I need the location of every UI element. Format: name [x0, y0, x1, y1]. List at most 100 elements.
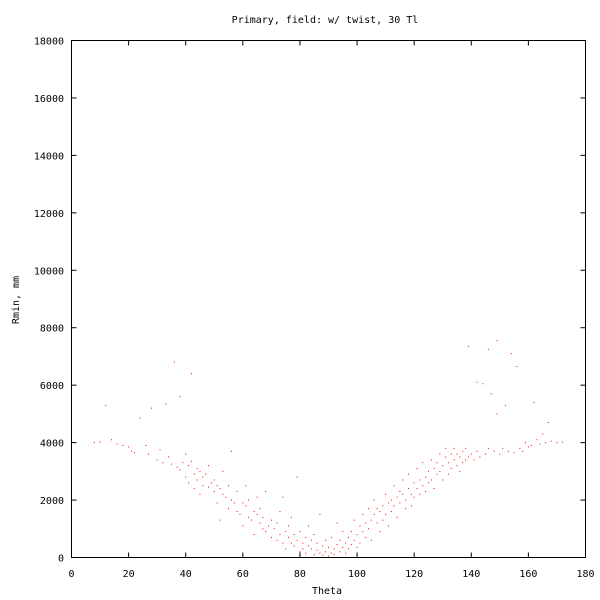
data-point [336, 544, 338, 546]
data-point [345, 542, 347, 544]
data-point [225, 496, 227, 498]
data-point [430, 479, 432, 481]
data-point [445, 456, 447, 458]
data-point [296, 476, 298, 478]
data-point [159, 449, 161, 451]
data-point [239, 513, 241, 515]
data-point [450, 453, 452, 455]
data-point [545, 442, 547, 444]
plot-frame [71, 40, 586, 558]
data-point [216, 485, 218, 487]
data-point [325, 539, 327, 541]
data-point [188, 482, 190, 484]
data-point [288, 536, 290, 538]
data-point [270, 536, 272, 538]
data-point [299, 551, 301, 553]
data-point [519, 447, 521, 449]
data-point [550, 440, 552, 442]
data-point [208, 465, 210, 467]
y-tick-label: 16000 [34, 94, 64, 105]
data-point [387, 502, 389, 504]
data-point [465, 459, 467, 461]
chart-title: Primary, field: w/ twist, 30 Tl [232, 15, 419, 26]
data-point [193, 473, 195, 475]
data-point [367, 508, 369, 510]
data-point [179, 469, 181, 471]
data-point [456, 465, 458, 467]
data-point [339, 539, 341, 541]
data-point [148, 453, 150, 455]
data-point [228, 485, 230, 487]
data-point [328, 555, 329, 557]
x-tick-label: 100 [348, 569, 366, 580]
data-point [285, 531, 287, 533]
data-point [496, 340, 498, 342]
data-point [456, 453, 458, 455]
data-point [407, 473, 409, 475]
data-point [282, 542, 284, 544]
data-point [122, 444, 124, 446]
data-point [487, 348, 489, 350]
data-point [462, 462, 464, 464]
data-point [393, 485, 395, 487]
data-point [533, 401, 535, 403]
data-point [399, 502, 401, 504]
data-point [233, 502, 235, 504]
y-tick-label: 6000 [40, 381, 64, 392]
data-point [516, 366, 518, 367]
data-point [467, 345, 469, 347]
data-point [93, 442, 95, 444]
data-point [402, 479, 404, 481]
data-point [185, 476, 187, 478]
y-tick-label: 14000 [34, 151, 64, 162]
data-point [547, 422, 549, 424]
data-point [453, 459, 455, 461]
data-point [465, 447, 467, 449]
data-point [419, 479, 421, 481]
data-point [228, 508, 230, 510]
data-point [190, 460, 192, 462]
data-point [362, 531, 364, 533]
x-tick-label: 160 [519, 569, 537, 580]
x-tick-label: 140 [462, 569, 480, 580]
data-point [262, 528, 264, 530]
data-point [193, 488, 195, 490]
data-point [313, 554, 315, 556]
data-point [473, 459, 475, 461]
y-tick-label: 4000 [40, 439, 64, 450]
data-point [230, 499, 232, 501]
data-point [325, 551, 327, 553]
data-point [393, 505, 395, 507]
data-point [362, 513, 364, 515]
data-point [176, 466, 178, 468]
data-point [248, 499, 250, 501]
data-point [213, 479, 215, 481]
data-point [359, 525, 361, 527]
data-point [373, 499, 375, 501]
data-point [342, 531, 344, 533]
data-point [439, 470, 441, 472]
data-point [222, 470, 224, 472]
data-point [410, 493, 412, 495]
data-point [513, 452, 515, 454]
data-point [416, 467, 418, 469]
data-point [505, 404, 507, 406]
data-point [279, 534, 281, 536]
data-point [350, 531, 352, 533]
data-point [422, 485, 424, 487]
data-point [485, 453, 487, 455]
data-point [128, 446, 130, 448]
data-point [413, 496, 415, 498]
data-point [347, 548, 349, 550]
data-point [370, 519, 372, 521]
data-point [236, 511, 238, 513]
data-point [413, 482, 415, 484]
data-point [530, 444, 532, 446]
data-point [353, 519, 355, 521]
data-point [425, 476, 427, 478]
data-point [470, 453, 472, 455]
data-point [268, 525, 270, 527]
data-point [556, 442, 558, 444]
data-point [282, 496, 284, 498]
